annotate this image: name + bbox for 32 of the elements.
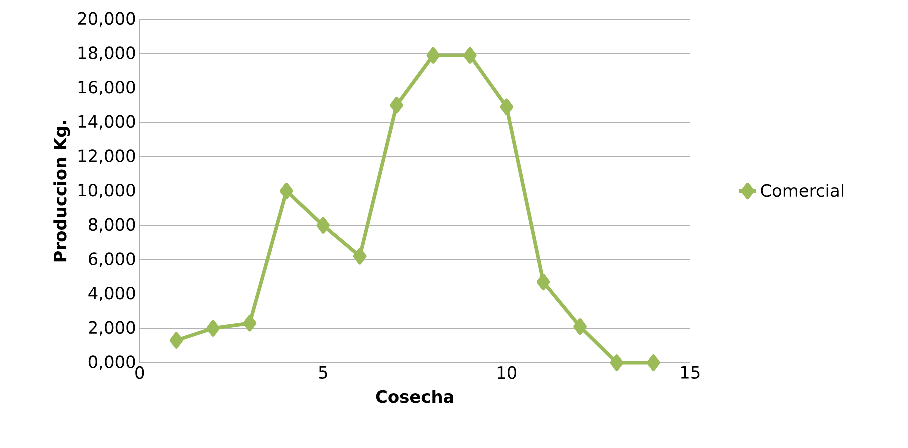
x-axis-title: Cosecha [376,390,454,404]
x-tick-label: 5 [319,366,328,380]
y-tick-label: 2,000 [89,321,136,336]
y-tick-label: 14,000 [78,115,136,130]
x-tick-label: 10 [498,366,517,380]
point [316,217,330,234]
x-tick-label: 15 [681,366,700,380]
point [610,354,624,372]
point [426,47,440,64]
y-axis-title: Produccion Kg. [54,121,70,262]
y-tick-label: 0,000 [88,356,136,370]
legend-label: Comercial [761,184,844,198]
point [280,182,294,200]
point [170,332,184,349]
y-tick-label: 16,000 [78,80,136,96]
point [536,274,550,290]
y-tick-label: 6,000 [89,252,136,268]
point [390,97,404,114]
y-tick-label: 18,000 [78,46,136,62]
point [574,318,587,336]
point [206,320,220,337]
point [647,354,660,372]
y-tick-label: 20,000 [78,12,136,27]
y-tick-label: 10,000 [78,184,136,199]
x-tick-label: 0 [136,366,144,380]
y-tick-label: 8,000 [88,218,136,233]
point [353,248,367,265]
y-tick-label: 12,000 [78,150,136,164]
point [243,315,257,332]
point [500,98,514,116]
point [464,47,477,64]
y-tick-label: 4,000 [88,286,136,302]
